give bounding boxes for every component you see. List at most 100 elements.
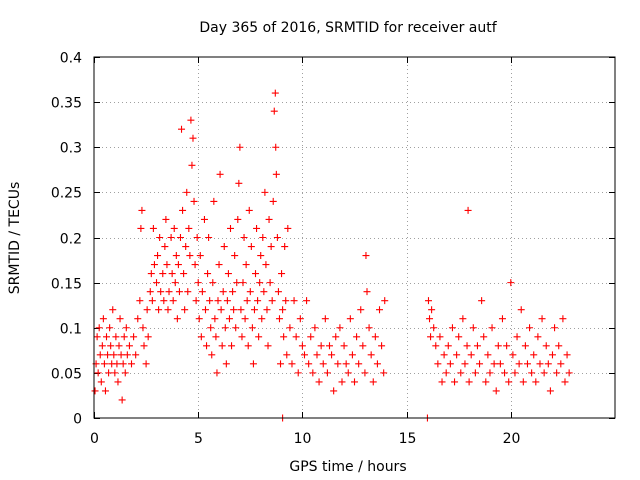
data-point [536, 360, 544, 368]
y-axis-label: SRMTID / TECUs [7, 182, 23, 295]
x-tick-label: 15 [399, 431, 417, 447]
data-point [205, 234, 213, 241]
data-point [351, 378, 358, 386]
data-point [163, 261, 171, 269]
data-point [279, 306, 287, 314]
x-tick-label: 20 [503, 431, 521, 447]
data-point [256, 279, 264, 287]
data-point [260, 288, 268, 296]
data-point [471, 369, 479, 377]
data-point [272, 143, 280, 151]
data-point [194, 279, 202, 287]
data-point [115, 342, 123, 350]
data-point [225, 315, 233, 323]
data-point [269, 197, 277, 205]
data-point [311, 324, 319, 332]
data-point [116, 315, 124, 323]
data-point [252, 270, 260, 278]
data-point [281, 243, 289, 251]
data-point [336, 324, 344, 332]
data-point [344, 369, 352, 377]
data-point [138, 206, 146, 214]
x-tick-label: 0 [90, 431, 99, 447]
data-point [348, 351, 356, 359]
y-tick-label: 0.4 [60, 51, 82, 67]
data-point [178, 125, 186, 133]
data-point [461, 360, 469, 368]
data-point [444, 342, 452, 350]
data-point [164, 306, 172, 314]
data-point [330, 387, 338, 395]
data-point [266, 279, 274, 287]
data-point [111, 369, 119, 377]
data-point [528, 369, 536, 377]
data-point [248, 324, 256, 332]
data-point [171, 279, 179, 287]
data-point [257, 252, 265, 260]
data-point [353, 333, 361, 341]
data-point [292, 333, 300, 341]
data-point [146, 288, 154, 296]
data-point [154, 252, 162, 260]
data-point [426, 315, 434, 323]
data-point [237, 306, 245, 314]
data-point [486, 369, 494, 377]
data-point [143, 306, 151, 314]
data-point [484, 351, 492, 359]
data-point [296, 315, 304, 323]
data-point [517, 306, 525, 314]
y-tick-label: 0.25 [51, 186, 82, 202]
data-point [104, 351, 112, 359]
data-point [453, 351, 461, 359]
data-point [561, 378, 569, 386]
data-point [325, 342, 333, 350]
data-point [317, 342, 325, 350]
data-point [371, 333, 379, 341]
data-point [172, 252, 180, 260]
data-point [216, 170, 224, 178]
data-point [544, 360, 552, 368]
data-point [214, 297, 222, 305]
data-point [159, 270, 167, 278]
data-point [424, 297, 432, 305]
data-point [438, 378, 446, 386]
data-point [253, 224, 261, 232]
data-point [150, 261, 158, 269]
data-point [505, 378, 513, 386]
data-point [183, 188, 191, 196]
data-point [99, 315, 107, 323]
data-point [245, 206, 253, 214]
data-point [190, 197, 198, 205]
data-point [144, 333, 152, 341]
data-point [376, 306, 384, 314]
data-point [173, 315, 181, 323]
data-point [440, 351, 448, 359]
data-point [469, 324, 477, 332]
y-tick-label: 0.2 [60, 232, 82, 248]
data-point [117, 351, 125, 359]
data-point [332, 333, 340, 341]
data-point [380, 369, 388, 377]
data-point [315, 378, 323, 386]
data-point [167, 234, 175, 241]
x-axis-label: GPS time / hours [289, 459, 406, 475]
data-point [215, 261, 223, 269]
data-point [128, 360, 136, 368]
data-point [233, 279, 241, 287]
data-point [268, 297, 276, 305]
data-point [548, 351, 556, 359]
data-point [272, 170, 280, 178]
data-point [557, 360, 565, 368]
data-point [457, 369, 465, 377]
data-point [513, 333, 521, 341]
data-point [553, 369, 561, 377]
data-point [273, 234, 281, 241]
data-point [321, 315, 329, 323]
data-point [551, 324, 559, 332]
data-point [436, 333, 444, 341]
data-point [434, 360, 442, 368]
data-point [515, 360, 523, 368]
data-point [298, 342, 306, 350]
data-point [381, 297, 389, 305]
